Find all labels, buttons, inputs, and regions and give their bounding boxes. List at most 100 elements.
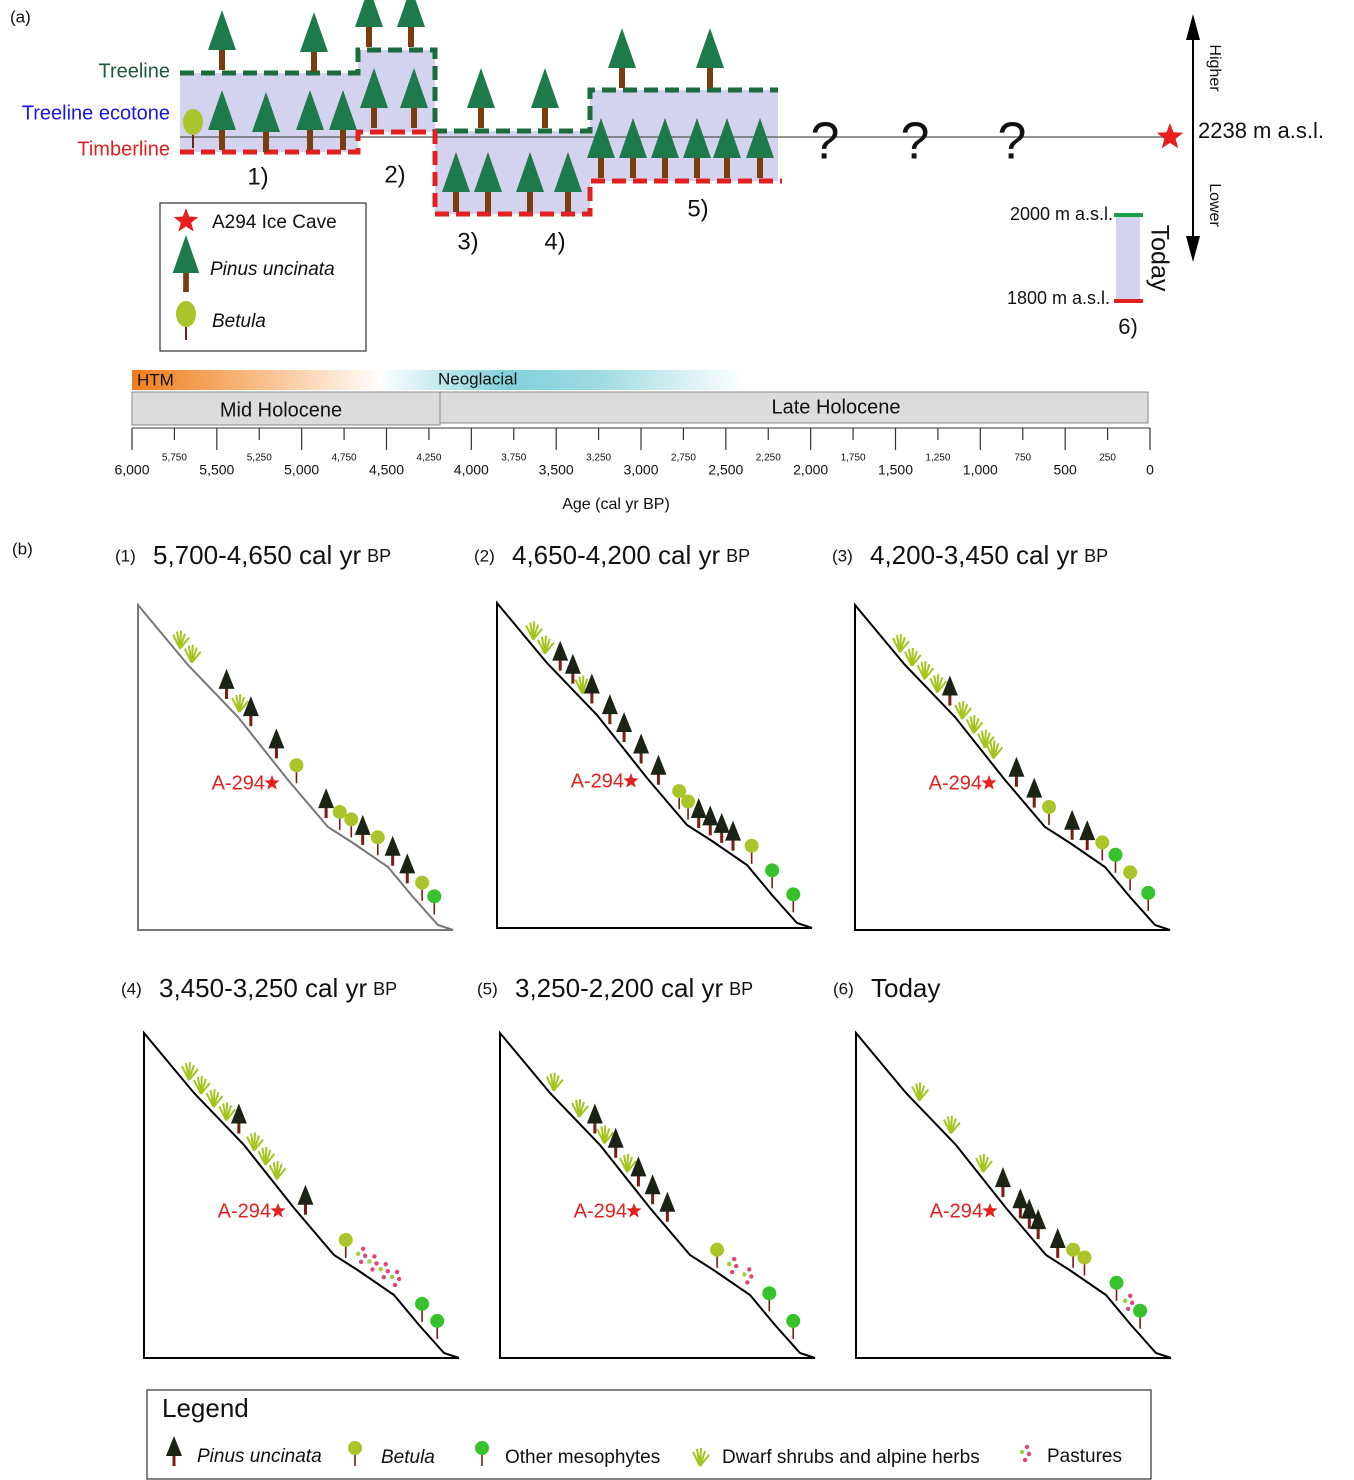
tick-label: 2,500 (708, 462, 743, 478)
tree-crown (554, 152, 582, 192)
pine-crown (1064, 809, 1081, 830)
tree-crown (296, 90, 324, 130)
pine-trunk (405, 869, 409, 884)
pasture-dot (730, 1269, 735, 1275)
panel-title-text: 3,450-3,250 cal yr (159, 973, 367, 1003)
pine-crown (318, 788, 335, 809)
pine-crown (941, 675, 958, 696)
star-icon (270, 1203, 286, 1218)
pine-trunk (1018, 1204, 1022, 1219)
pine-trunk (1070, 825, 1074, 840)
pine-trunk (237, 1119, 241, 1134)
pine-trunk (590, 689, 594, 704)
pine-crown (616, 712, 633, 733)
pine-crown (702, 805, 719, 826)
period-label: 1) (247, 163, 268, 190)
panel-title-text: 5,700-4,650 cal yr (153, 540, 361, 570)
pine-trunk (697, 813, 701, 828)
tree-crown (651, 118, 679, 158)
pine-crown (690, 797, 707, 818)
pine-trunk (1027, 1214, 1031, 1229)
panel-title: 3,250-2,200 cal yr BP (515, 973, 753, 1003)
tick-label: 4,250 (416, 453, 441, 464)
epoch-box (439, 391, 1149, 424)
shrub-blade (578, 1105, 589, 1118)
tree-crown (442, 152, 470, 192)
panel-number: (1) (115, 546, 136, 565)
tick-label: 750 (1014, 453, 1031, 464)
tree-crown (355, 0, 383, 27)
shrub-blade (188, 1068, 199, 1081)
pasture-dot (742, 1272, 747, 1277)
shrub-blade (972, 721, 984, 734)
star-icon (623, 773, 639, 788)
tree-crown (467, 68, 495, 108)
mesophyte-icon (765, 863, 780, 878)
betula-icon (744, 838, 759, 853)
pine-crown (354, 814, 371, 835)
site-label: A-294 (574, 1200, 627, 1222)
tick-label: 3,000 (623, 462, 658, 478)
shrub-blade (179, 636, 190, 650)
legend-title: Legend (162, 1393, 249, 1423)
shrub-blade (899, 640, 910, 653)
tree-crown (516, 152, 544, 192)
period-label: 6) (1118, 314, 1138, 339)
tree-crown (300, 12, 328, 52)
panel-number: (5) (477, 979, 498, 998)
legend-text: A294 Ice Cave (212, 212, 337, 233)
pasture-dot (362, 1253, 368, 1258)
pine-trunk (1036, 1225, 1040, 1240)
phase-label: HTM (137, 370, 174, 389)
pasture-dot (734, 1263, 739, 1269)
pasture-dot (396, 1276, 402, 1282)
cave-elevation: 2238 m a.s.l. (1198, 118, 1324, 143)
pine-trunk (1056, 1243, 1060, 1258)
unknown-mark: ? (901, 113, 930, 171)
pine-crown (994, 1167, 1011, 1188)
treeline-label: Treeline (98, 60, 170, 82)
pine-crown (586, 1103, 603, 1124)
tree-crown (208, 90, 236, 130)
pine-trunk (324, 804, 328, 819)
tree-crown (696, 28, 724, 68)
pasture-dot (383, 1262, 388, 1267)
axis-title: Age (cal yr BP) (562, 496, 670, 513)
shrub-blade (190, 651, 202, 664)
pine-trunk (639, 749, 643, 764)
mesophyte-icon (475, 1441, 489, 1455)
pine-crown (218, 668, 235, 689)
today-label: Today (1145, 225, 1173, 292)
pasture-dot (1128, 1293, 1133, 1299)
shrub-blade (911, 654, 922, 667)
tree-trunk (598, 154, 604, 178)
slope (499, 1030, 816, 1359)
panel-label: (b) (12, 539, 33, 558)
shrub-blade (264, 1153, 276, 1166)
panel-title-text: 3,250-2,200 cal yr (515, 973, 723, 1003)
tree-trunk (694, 154, 700, 178)
tick-label: 1,750 (841, 453, 866, 464)
timberline-path (180, 129, 782, 217)
tick-label: 3,750 (501, 453, 526, 464)
tree-trunk (542, 104, 548, 128)
betula-icon (348, 1441, 362, 1455)
pine-trunk (651, 1190, 655, 1205)
tree-trunk (724, 154, 730, 178)
pine-trunk (303, 1200, 307, 1215)
tree-trunk (662, 154, 668, 178)
tick-label: 1,250 (925, 453, 950, 464)
pine-crown (659, 1191, 676, 1212)
pine-trunk (636, 1172, 640, 1187)
pine-trunk (225, 684, 229, 699)
pine-trunk (665, 1207, 669, 1222)
pasture-dot (745, 1280, 750, 1285)
pasture-dot (385, 1269, 390, 1274)
betula-icon (1095, 835, 1110, 850)
tick-label: 5,500 (199, 462, 234, 478)
timberline-label: Timberline (77, 138, 170, 160)
pine-crown (601, 694, 618, 715)
unknown-mark: ? (811, 113, 840, 171)
pine-crown (644, 1174, 661, 1195)
pasture-dot (370, 1267, 375, 1272)
